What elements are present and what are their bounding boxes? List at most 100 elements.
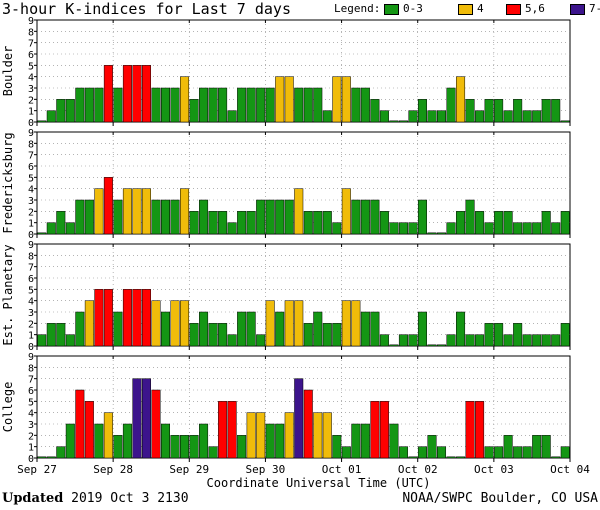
bar: [532, 334, 542, 347]
bar: [132, 65, 142, 123]
bar: [113, 199, 123, 235]
bar: [560, 120, 570, 123]
y-tick-label: 4: [28, 297, 34, 308]
y-tick-label: 9: [28, 240, 34, 251]
bar: [284, 199, 294, 235]
bar: [56, 211, 66, 235]
x-tick-label: Oct 02: [398, 463, 438, 476]
bar: [446, 222, 456, 235]
bar: [160, 311, 171, 347]
y-tick-label: 3: [28, 420, 34, 431]
bar: [294, 87, 304, 123]
credit-text: NOAA/SWPC Boulder, CO USA: [402, 491, 598, 506]
bar: [208, 87, 218, 123]
bar: [332, 76, 342, 123]
bar: [522, 334, 532, 347]
bar: [351, 199, 361, 235]
bar: [360, 311, 370, 347]
y-tick-label: 8: [28, 27, 34, 38]
bar: [322, 323, 332, 347]
bar: [94, 423, 104, 459]
y-tick-label: 3: [28, 196, 34, 207]
bar: [284, 300, 294, 347]
bar: [103, 177, 113, 235]
legend-item-4: 4: [477, 2, 484, 15]
legend-label: Legend:: [334, 2, 381, 15]
bar: [275, 311, 285, 347]
bar: [494, 99, 504, 123]
y-tick-label: 4: [28, 73, 34, 84]
bar: [484, 323, 494, 347]
bar: [94, 188, 104, 235]
bar: [551, 334, 561, 347]
chart-title: 3-hour K-indices for Last 7 days: [2, 0, 291, 18]
bar: [84, 87, 94, 123]
y-tick-label: 0: [28, 118, 34, 129]
bar: [199, 311, 209, 347]
bar: [284, 412, 294, 459]
bar: [84, 300, 94, 347]
bar: [246, 311, 256, 347]
bar: [494, 446, 504, 459]
bar: [122, 65, 132, 123]
y-tick-label: 5: [28, 285, 34, 296]
y-tick-label: 6: [28, 274, 34, 285]
bar: [132, 188, 142, 235]
bar: [237, 435, 247, 459]
bar: [141, 65, 151, 123]
y-tick-label: 3: [28, 84, 34, 95]
y-tick-label: 5: [28, 397, 34, 408]
y-tick-label: 0: [28, 454, 34, 465]
panel-label-boulder: Boulder: [1, 46, 15, 97]
y-tick-label: 6: [28, 386, 34, 397]
y-tick-label: 8: [28, 363, 34, 374]
bar: [408, 110, 418, 123]
bar: [475, 110, 485, 123]
bar: [465, 199, 475, 235]
bar: [408, 222, 418, 235]
bar: [180, 300, 190, 347]
bar: [103, 65, 113, 123]
bar: [417, 311, 427, 347]
bar: [513, 323, 523, 347]
bar: [456, 211, 466, 235]
bar: [113, 311, 123, 347]
bar: [456, 456, 466, 459]
y-tick-label: 0: [28, 342, 34, 353]
bar: [475, 211, 485, 235]
bar: [437, 110, 447, 123]
bar: [522, 110, 532, 123]
bar: [427, 435, 437, 459]
bar: [141, 188, 151, 235]
bar: [256, 412, 266, 459]
bar: [465, 401, 475, 459]
bar: [503, 435, 513, 459]
y-tick-label: 6: [28, 50, 34, 61]
bar: [475, 334, 485, 347]
updated-value: 2019 Oct 3 2130: [71, 491, 189, 506]
panel-label-est-planetary: Est. Planetary: [1, 244, 15, 345]
bar: [446, 87, 456, 123]
y-tick-label: 7: [28, 375, 34, 386]
bar: [37, 232, 47, 235]
panel-label-fredericksburg: Fredericksburg: [1, 132, 15, 233]
bar: [303, 211, 313, 235]
bar: [313, 211, 323, 235]
bar: [237, 87, 247, 123]
bar: [180, 188, 190, 235]
bar: [265, 423, 275, 459]
legend-swatch-5-6: [506, 4, 521, 15]
bar: [65, 423, 75, 459]
bar: [513, 222, 523, 235]
bar: [560, 446, 570, 459]
y-tick-label: 1: [28, 331, 34, 342]
bar: [237, 211, 247, 235]
legend-item-0-3: 0-3: [403, 2, 423, 15]
bar: [160, 199, 171, 235]
bar: [484, 99, 494, 123]
bar: [303, 323, 313, 347]
y-tick-label: 4: [28, 409, 34, 420]
bar: [275, 199, 285, 235]
bar: [370, 311, 380, 347]
y-tick-label: 1: [28, 107, 34, 118]
